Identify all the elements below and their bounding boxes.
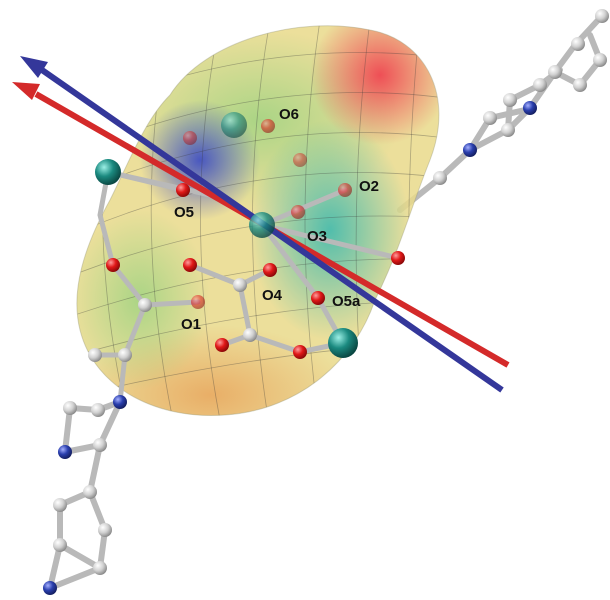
label-o6: O6: [279, 106, 299, 123]
label-o5a: O5a: [332, 293, 361, 310]
label-o4: O4: [262, 287, 283, 304]
carbon-atom: [138, 298, 152, 312]
carbon-atom: [233, 278, 247, 292]
carbon-atom: [243, 328, 257, 342]
carbon-atom: [88, 348, 102, 362]
metal-atom: [328, 328, 358, 358]
oxygen-atom: [183, 258, 197, 272]
core-atoms: [88, 112, 405, 362]
oxygen-atom: [261, 119, 275, 133]
metal-atom: [249, 212, 275, 238]
carbon-atom: [118, 348, 132, 362]
oxygen-atom: [291, 205, 305, 219]
oxygen-atom: [183, 131, 197, 145]
label-o5: O5: [174, 204, 194, 221]
metal-atom: [221, 112, 247, 138]
metal-atom: [95, 159, 121, 185]
oxygen-atom: [191, 295, 205, 309]
label-o2: O2: [359, 178, 379, 195]
label-o3: O3: [307, 228, 327, 245]
oxygen-atom: [293, 153, 307, 167]
label-o1: O1: [181, 316, 201, 333]
oxygen-atom: [176, 183, 190, 197]
oxygen-atom: [391, 251, 405, 265]
oxygen-atom: [311, 291, 325, 305]
left-ligand-atoms: [43, 395, 127, 595]
atom-labels: O6 O2 O5 O3 O4 O5a O1: [174, 106, 379, 333]
oxygen-atom: [106, 258, 120, 272]
right-ligand-atoms: [433, 9, 609, 185]
oxygen-atom: [263, 263, 277, 277]
oxygen-atom: [293, 345, 307, 359]
oxygen-atom: [338, 183, 352, 197]
oxygen-atom: [215, 338, 229, 352]
